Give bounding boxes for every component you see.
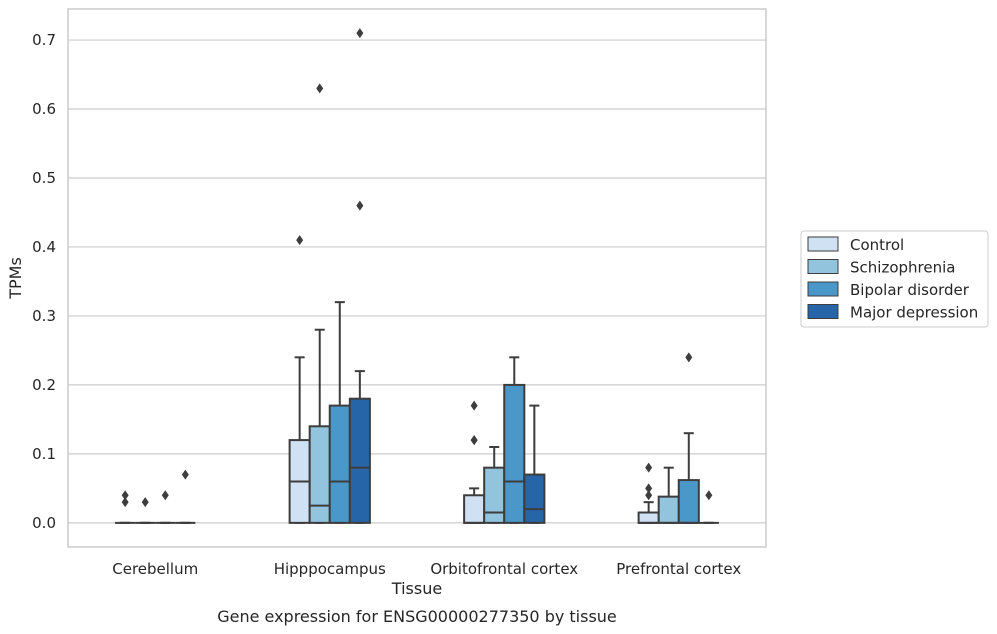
box-body: [657, 495, 680, 524]
box-group: [503, 356, 526, 524]
y-axis-title: TPMs: [6, 257, 25, 300]
box-series: [115, 28, 719, 524]
chart-caption: Gene expression for ENSG00000277350 by t…: [217, 607, 617, 626]
legend-label: Control: [850, 236, 904, 254]
outlier-point: [356, 200, 364, 211]
y-tick-label: 0.7: [32, 31, 56, 49]
box-body: [677, 479, 700, 524]
box-group: [698, 490, 719, 524]
x-tick-label: Orbitofrontal cortex: [430, 560, 578, 578]
legend-label: Schizophrenia: [850, 259, 955, 277]
y-tick-labels: 0.0 0.1 0.2 0.3 0.4 0.5 0.6 0.7: [32, 31, 56, 532]
outlier-point: [181, 469, 189, 480]
box-group: [657, 466, 680, 524]
box-body: [503, 383, 526, 524]
box-group: [483, 445, 506, 524]
legend-swatch: [807, 236, 839, 252]
box-group: [175, 469, 196, 524]
x-axis-title: Tissue: [391, 579, 442, 598]
legend-swatch: [807, 281, 839, 297]
box-group: [135, 497, 156, 524]
legend-label: Major depression: [850, 304, 978, 322]
box-body: [348, 397, 371, 524]
box-body: [328, 404, 351, 524]
y-tick-label: 0.1: [32, 445, 56, 463]
y-tick-label: 0.6: [32, 100, 56, 118]
box-body: [308, 425, 331, 524]
outlier-point: [685, 352, 693, 363]
outlier-point: [141, 497, 149, 508]
box-body: [523, 473, 546, 524]
box-group: [677, 352, 700, 524]
outlier-point: [296, 235, 304, 246]
outlier-point: [645, 483, 653, 494]
box-group: [463, 400, 486, 524]
outlier-point: [470, 400, 478, 411]
box-group: [308, 83, 331, 524]
y-tick-label: 0.0: [32, 514, 56, 532]
legend-swatch: [807, 304, 839, 319]
outlier-point: [645, 490, 653, 501]
y-tick-label: 0.5: [32, 169, 56, 187]
box-group: [523, 404, 546, 524]
box-group: [155, 490, 176, 524]
grid-lines: [68, 39, 766, 524]
x-tick-label: Cerebellum: [112, 560, 198, 578]
box-body: [483, 466, 506, 524]
y-tick-label: 0.3: [32, 307, 56, 325]
box-group: [637, 462, 660, 524]
box-group: [288, 235, 311, 524]
outlier-point: [121, 490, 129, 501]
x-tick-label: Prefrontal cortex: [616, 560, 741, 578]
box-group: [348, 28, 371, 524]
x-tick-labels: Cerebellum Hipppocampus Orbitofrontal cort…: [112, 560, 741, 578]
y-tick-label: 0.4: [32, 238, 56, 256]
outlier-point: [705, 490, 713, 501]
box-body: [637, 511, 660, 524]
plot-frame: [67, 8, 767, 548]
x-tick-label: Hipppocampus: [274, 560, 386, 578]
box-group: [328, 301, 351, 524]
y-tick-label: 0.2: [32, 376, 56, 394]
box-group: [115, 490, 136, 524]
outlier-point: [356, 28, 364, 39]
outlier-point: [121, 497, 129, 508]
legend: Control Schizophrenia Bipolar disorder Majo…: [800, 230, 989, 328]
legend-frame: [800, 230, 989, 328]
legend-swatch: [807, 259, 839, 274]
legend-label: Bipolar disorder: [850, 281, 970, 299]
outlier-point: [161, 490, 169, 501]
outlier-point: [645, 462, 653, 473]
outlier-point: [470, 435, 478, 446]
outlier-point: [316, 83, 324, 94]
box-body: [463, 494, 486, 524]
